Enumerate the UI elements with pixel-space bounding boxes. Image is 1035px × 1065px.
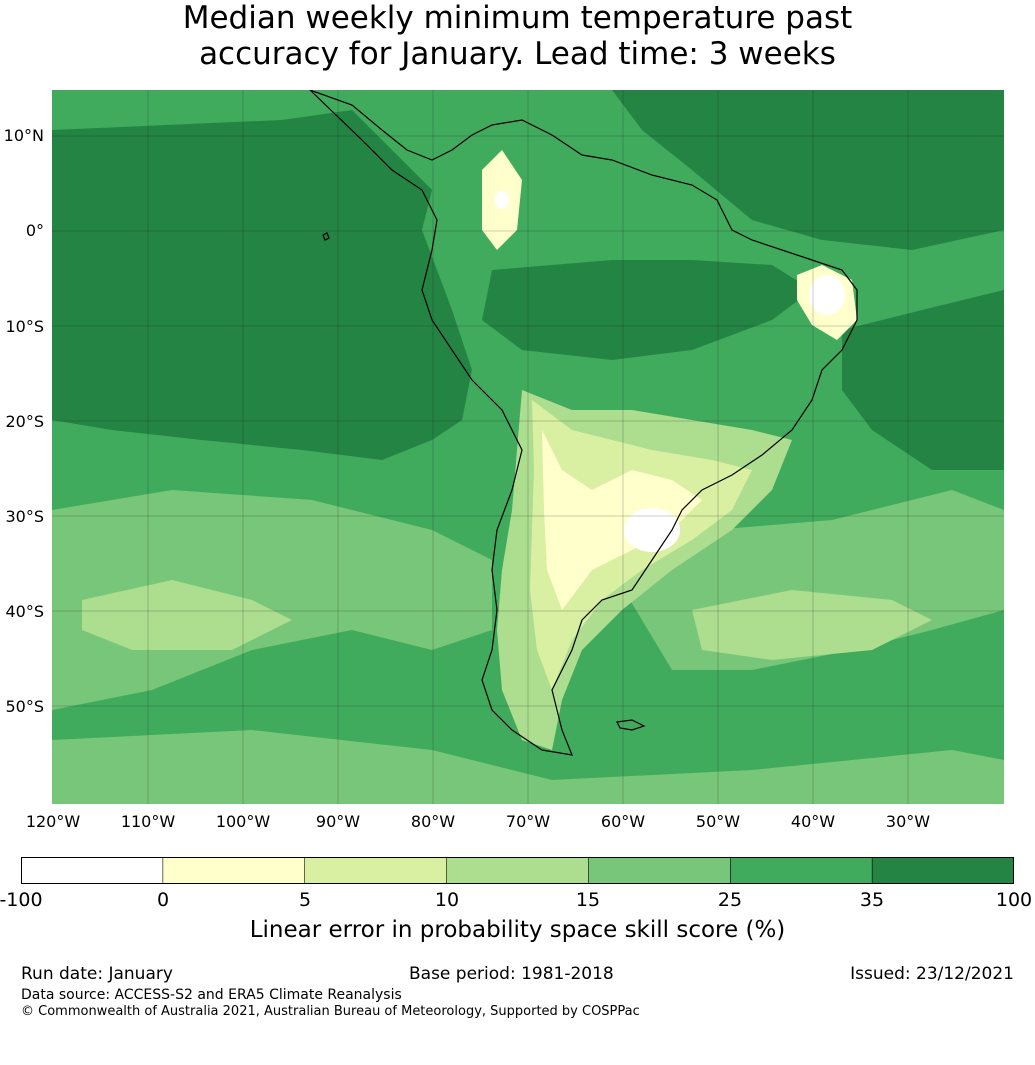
lat-tick-10n: 10°N xyxy=(3,126,44,145)
colorbar xyxy=(21,857,1014,884)
colorbar-segment-4 xyxy=(588,857,732,884)
lon-tick-70w: 70°W xyxy=(505,812,551,831)
colorbar-segment-3 xyxy=(446,857,590,884)
colorbar-segment-6 xyxy=(871,857,1014,884)
lon-tick-80w: 80°W xyxy=(410,812,456,831)
lon-tick-30w: 30°W xyxy=(885,812,931,831)
lon-tick-50w: 50°W xyxy=(695,812,741,831)
colorbar-label: Linear error in probability space skill … xyxy=(249,917,786,943)
region-pampas-negative xyxy=(624,508,680,552)
lat-tick-10s: 10°S xyxy=(5,317,44,336)
coastline-south-america xyxy=(309,90,858,756)
title-line-1: Median weekly minimum temperature past xyxy=(182,0,853,36)
lon-tick-110w: 110°W xyxy=(120,812,176,831)
lat-tick-30s: 30°S xyxy=(5,507,44,526)
lon-tick-120w: 120°W xyxy=(25,812,81,831)
map-title: Median weekly minimum temperature past a… xyxy=(0,0,1035,72)
colorbar-tick-3: 10 xyxy=(434,889,460,911)
region-southern-ocean-low xyxy=(82,580,292,650)
colorbar-tick-4: 15 xyxy=(575,889,601,911)
data-source: Data source: ACCESS-S2 and ERA5 Climate … xyxy=(21,987,402,1003)
skill-map-svg xyxy=(52,90,1004,804)
lat-tick-20s: 20°S xyxy=(5,412,44,431)
colorbar-segment-5 xyxy=(729,857,873,884)
skill-map xyxy=(52,90,1004,804)
copyright: © Commonwealth of Australia 2021, Austra… xyxy=(21,1004,640,1019)
lon-tick-90w: 90°W xyxy=(315,812,361,831)
lon-tick-100w: 100°W xyxy=(215,812,271,831)
colorbar-segment-0 xyxy=(21,857,164,884)
colorbar-tick-1: 0 xyxy=(156,889,170,911)
lat-tick-50s: 50°S xyxy=(5,697,44,716)
lat-tick-40s: 40°S xyxy=(5,602,44,621)
colorbar-tick-2: 5 xyxy=(298,889,312,911)
coastline-galapagos xyxy=(322,232,330,241)
colorbar-tick-5: 25 xyxy=(717,889,743,911)
colorbar-tick-6: 35 xyxy=(859,889,885,911)
region-pampas-minimal xyxy=(542,430,702,610)
lon-tick-60w: 60°W xyxy=(600,812,646,831)
colorbar-tick-7: 100 xyxy=(995,889,1033,911)
region-southern-ocean-medium xyxy=(52,490,492,710)
lon-tick-40w: 40°W xyxy=(790,812,836,831)
region-far-south-medium xyxy=(52,730,1004,804)
region-south-atlantic-low xyxy=(692,590,932,660)
region-atlantic-north-high-skill xyxy=(612,90,1004,250)
graticule xyxy=(52,90,1004,804)
colorbar-tick-0: -100 xyxy=(0,889,43,911)
region-atlantic-east-high-skill xyxy=(842,290,1004,470)
coastline-falklands xyxy=(616,719,646,731)
issued-date: Issued: 23/12/2021 xyxy=(850,964,1014,984)
colorbar-segment-2 xyxy=(304,857,448,884)
region-andes-negative xyxy=(495,191,509,209)
run-date: Run date: January xyxy=(21,964,173,984)
region-pacific-high-skill xyxy=(52,110,472,460)
colorbar-segment-1 xyxy=(162,857,306,884)
region-northeast-brazil-negative xyxy=(809,275,845,315)
base-period: Base period: 1981-2018 xyxy=(409,964,614,984)
lat-tick-0: 0° xyxy=(25,221,44,240)
region-amazon-high-skill xyxy=(482,260,812,360)
title-line-2: accuracy for January. Lead time: 3 weeks xyxy=(199,36,836,72)
